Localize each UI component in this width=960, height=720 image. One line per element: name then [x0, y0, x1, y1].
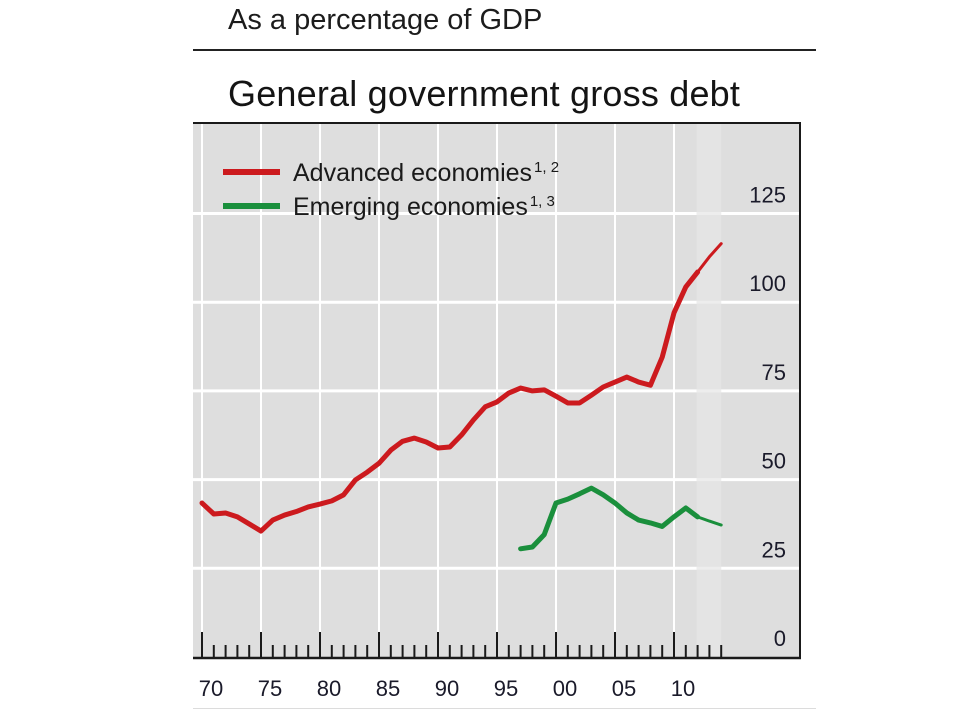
x-tick-label-2005: 05: [612, 676, 636, 701]
header-divider: [193, 49, 816, 51]
x-tick-label-1975: 75: [258, 676, 282, 701]
y-axis-labels: 0 25 50 75 100 125: [749, 183, 786, 652]
legend-footnote-advanced: 1, 2: [534, 159, 559, 176]
series-lines: [199, 242, 723, 552]
x-tick-label-2010: 10: [671, 676, 695, 701]
x-tick-label-2000: 00: [553, 676, 577, 701]
bottom-rule: [193, 708, 816, 709]
legend-footnote-emerging: 1, 3: [530, 193, 555, 210]
legend-label-emerging: Emerging economies 1, 3: [293, 193, 555, 221]
legend-label-advanced: Advanced economies 1, 2: [293, 159, 559, 187]
y-tick-label-25: 25: [762, 537, 786, 562]
gridlines: [193, 123, 800, 658]
y-tick-label-100: 100: [749, 271, 786, 296]
y-tick-label-75: 75: [762, 360, 786, 385]
x-tick-label-1980: 80: [317, 676, 341, 701]
chart-subtitle: As a percentage of GDP: [228, 4, 543, 36]
chart-title: General government gross debt: [228, 73, 741, 114]
x-tick-label-1985: 85: [376, 676, 400, 701]
x-tick-label-1970: 70: [199, 676, 223, 701]
series-line-emerging: [518, 485, 701, 552]
x-tick-label-1990: 90: [435, 676, 459, 701]
projection-band: [696, 123, 722, 658]
y-tick-label-50: 50: [762, 449, 786, 474]
x-axis-labels: 70 75 80 85 90 95 00 05 10: [199, 676, 695, 701]
legend: Advanced economies 1, 2 Emerging economie…: [223, 159, 559, 221]
y-tick-label-125: 125: [749, 183, 786, 208]
x-tick-label-1995: 95: [494, 676, 518, 701]
x-axis-ticks: [201, 632, 723, 658]
y-tick-label-0: 0: [774, 626, 786, 651]
